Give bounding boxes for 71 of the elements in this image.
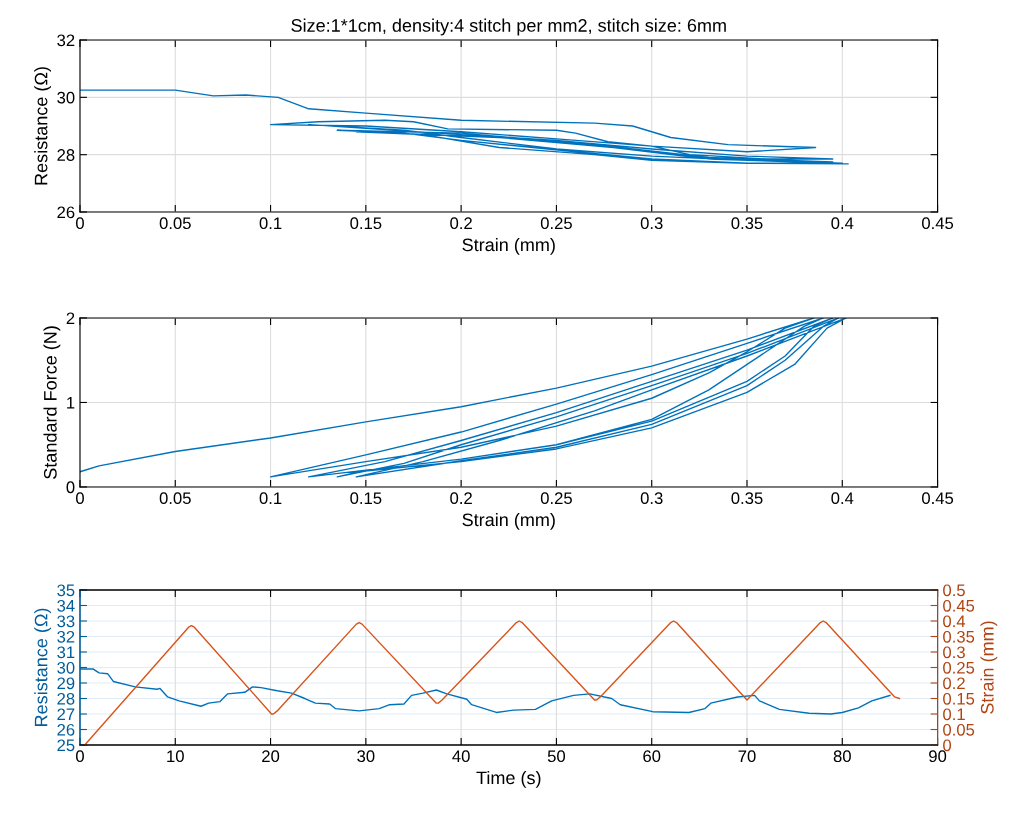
y-tick-label: 33 [57, 615, 75, 628]
x-axis-title: Strain (mm) [462, 512, 555, 530]
x-tick-label: 10 [167, 750, 184, 763]
x-tick-label: 0.15 [350, 217, 382, 230]
line-series [79, 317, 847, 478]
x-tick-label: 50 [547, 750, 566, 763]
y2-tick-label: 0 [943, 739, 952, 752]
x-tick-label: 80 [833, 750, 851, 763]
y2-tick-label: 0.5 [943, 584, 965, 597]
line-series [84, 620, 901, 746]
y2-tick-label: 0.45 [943, 599, 975, 612]
y2-tick-label: 0.25 [943, 661, 975, 674]
x-tick-label: 0.25 [540, 217, 572, 230]
x-tick-label: 30 [357, 750, 375, 763]
y-tick-label: 2 [66, 312, 75, 325]
x-axis-title: Time (s) [476, 770, 541, 788]
y2-tick-label: 0.05 [943, 723, 975, 736]
x-tick-label: 0.35 [731, 492, 763, 505]
x-tick-label: 0 [76, 492, 84, 505]
y2-tick-label: 0.1 [943, 708, 965, 721]
line-series [79, 668, 891, 715]
x-tick-label: 60 [643, 750, 661, 763]
x-tick-label: 0.15 [350, 492, 382, 505]
y-tick-label: 32 [57, 630, 75, 643]
x-tick-label: 20 [262, 750, 280, 763]
chart-title: Size:1*1cm, density:4 stitch per mm2, stitch size: 6mm [291, 18, 726, 36]
x-tick-label: 0.4 [831, 217, 854, 230]
y-tick-label: 35 [57, 584, 75, 597]
y-tick-label: 31 [57, 646, 75, 659]
line-series [79, 89, 849, 165]
x-tick-label: 0.05 [159, 217, 191, 230]
y-tick-label: 0 [66, 481, 75, 494]
y-tick-label: 29 [57, 677, 75, 690]
y-tick-label: 30 [57, 661, 75, 674]
x-tick-label: 70 [738, 750, 756, 763]
x-tick-label: 0.05 [159, 492, 191, 505]
y-tick-label: 34 [57, 599, 75, 612]
x-tick-label: 40 [452, 750, 470, 763]
x-axis-title: Strain (mm) [462, 237, 555, 255]
y-axis-title: Resistance (Ω) [34, 67, 52, 185]
x-tick-label: 0.25 [540, 492, 572, 505]
y-tick-label: 26 [57, 206, 75, 219]
x-tick-label: 0.2 [450, 217, 472, 230]
x-tick-label: 0.35 [731, 217, 763, 230]
y2-tick-label: 0.15 [943, 692, 975, 705]
y2-tick-label: 0.4 [943, 615, 966, 628]
x-tick-label: 0.3 [640, 492, 663, 505]
y2-tick-label: 0.35 [943, 630, 975, 643]
y2-tick-label: 0.2 [943, 677, 965, 690]
x-tick-label: 90 [929, 750, 947, 763]
x-tick-label: 0.4 [831, 492, 854, 505]
y-tick-label: 28 [57, 692, 75, 705]
y2-tick-label: 0.3 [943, 646, 965, 659]
x-tick-label: 0.45 [922, 492, 954, 505]
x-tick-label: 0.45 [922, 217, 954, 230]
x-tick-label: 0 [76, 217, 84, 230]
x-tick-label: 0.1 [259, 492, 282, 505]
y-tick-label: 1 [67, 397, 75, 409]
y-tick-label: 27 [57, 708, 75, 721]
y-tick-label: 30 [57, 91, 75, 104]
y-axis-title: Standard Force (N) [43, 326, 61, 479]
x-tick-label: 0.1 [259, 217, 282, 230]
y-tick-label: 26 [57, 723, 75, 736]
y-tick-label: 32 [57, 34, 75, 47]
y-axis-title: Resistance (Ω) [34, 608, 52, 726]
x-tick-label: 0.2 [450, 492, 472, 505]
y-tick-label: 28 [57, 149, 75, 161]
y2-axis-title: Strain (mm) [980, 621, 998, 714]
x-tick-label: 0.3 [640, 217, 663, 230]
x-tick-label: 0 [76, 750, 84, 763]
y-tick-label: 25 [57, 739, 75, 752]
